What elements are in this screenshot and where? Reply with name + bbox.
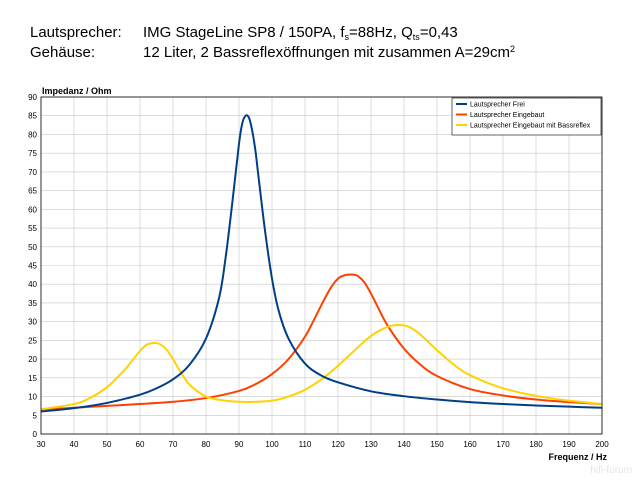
y-tick-label: 80 bbox=[28, 130, 37, 139]
series-group bbox=[40, 114, 603, 413]
x-tick-label: 110 bbox=[299, 440, 312, 449]
watermark: hifi-forum bbox=[590, 465, 632, 476]
x-tick-label: 60 bbox=[136, 440, 145, 449]
x-tick-label: 80 bbox=[202, 440, 211, 449]
x-tick-labels: 30 40 50 60 70 80 90 100 110 120 130 140 150 160 170 18… bbox=[37, 440, 610, 449]
y-tick-label: 60 bbox=[28, 205, 37, 214]
x-tick-label: 50 bbox=[103, 440, 112, 449]
enclosure-label: Gehäuse: bbox=[30, 44, 96, 61]
x-tick-label: 200 bbox=[595, 440, 609, 449]
y-tick-label: 90 bbox=[28, 93, 37, 102]
x-tick-label: 180 bbox=[529, 440, 543, 449]
x-tick-label: 190 bbox=[562, 440, 576, 449]
legend-label: Lautsprecher Frei bbox=[470, 102, 525, 109]
fs-value: =88Hz, Q bbox=[349, 24, 413, 41]
x-tick-label: 90 bbox=[235, 440, 244, 449]
y-tick-label: 20 bbox=[28, 355, 37, 364]
area-superscript: 2 bbox=[510, 44, 516, 54]
y-tick-label: 10 bbox=[28, 393, 37, 402]
legend: Lautsprecher Frei Lautsprecher Eingebaut L… bbox=[451, 97, 602, 136]
x-tick-label: 170 bbox=[496, 440, 510, 449]
y-tick-label: 55 bbox=[28, 224, 37, 233]
y-tick-label: 30 bbox=[28, 318, 37, 327]
x-tick-label: 30 bbox=[37, 440, 46, 449]
qts-value: =0,43 bbox=[419, 24, 458, 41]
legend-label: Lautsprecher Eingebaut mit Bassreflex bbox=[470, 123, 591, 130]
y-tick-label: 25 bbox=[28, 336, 37, 345]
series-line-2 bbox=[40, 273, 603, 411]
y-tick-label: 45 bbox=[28, 262, 37, 271]
x-tick-label: 120 bbox=[331, 440, 345, 449]
x-tick-label: 140 bbox=[397, 440, 411, 449]
y-tick-label: 70 bbox=[28, 168, 37, 177]
legend-label: Lautsprecher Eingebaut bbox=[470, 112, 544, 119]
x-tick-label: 130 bbox=[364, 440, 378, 449]
y-tick-labels: 0 5 10 15 20 25 30 35 40 45 50 55 60 65 70 75 80 85 90 bbox=[28, 93, 37, 439]
y-tick-label: 65 bbox=[28, 187, 37, 196]
y-tick-label: 5 bbox=[33, 411, 38, 420]
y-tick-label: 15 bbox=[28, 374, 37, 383]
x-tick-label: 100 bbox=[265, 440, 279, 449]
fs-subscript: s bbox=[344, 32, 350, 42]
legend-box bbox=[451, 97, 602, 136]
speaker-model: IMG StageLine SP8 / 150PA, f bbox=[143, 24, 345, 41]
header-line-speaker: Lautsprecher: IMG StageLine SP8 / 150PA, … bbox=[30, 24, 458, 42]
y-tick-label: 85 bbox=[28, 112, 37, 121]
enclosure-text: 12 Liter, 2 Bassreflexöffnungen mit zusa… bbox=[143, 44, 511, 61]
series-line-1 bbox=[40, 114, 603, 413]
x-tick-label: 150 bbox=[430, 440, 444, 449]
x-axis-title: Frequenz / Hz bbox=[548, 452, 607, 462]
speaker-label: Lautsprecher: bbox=[30, 24, 122, 41]
x-tick-label: 40 bbox=[70, 440, 79, 449]
qts-subscript: ts bbox=[412, 32, 420, 42]
x-tick-label: 70 bbox=[169, 440, 178, 449]
y-tick-label: 50 bbox=[28, 243, 37, 252]
plot-border bbox=[40, 96, 603, 435]
y-tick-label: 0 bbox=[33, 430, 38, 439]
y-axis-title: Impedanz / Ohm bbox=[42, 86, 112, 96]
y-tick-label: 40 bbox=[28, 280, 37, 289]
header-line-enclosure: Gehäuse: 12 Liter, 2 Bassreflexöffnungen … bbox=[30, 44, 515, 61]
y-tick-label: 35 bbox=[28, 299, 37, 308]
x-tick-label: 160 bbox=[463, 440, 477, 449]
series-line-3 bbox=[40, 323, 603, 411]
y-tick-label: 75 bbox=[28, 149, 37, 158]
